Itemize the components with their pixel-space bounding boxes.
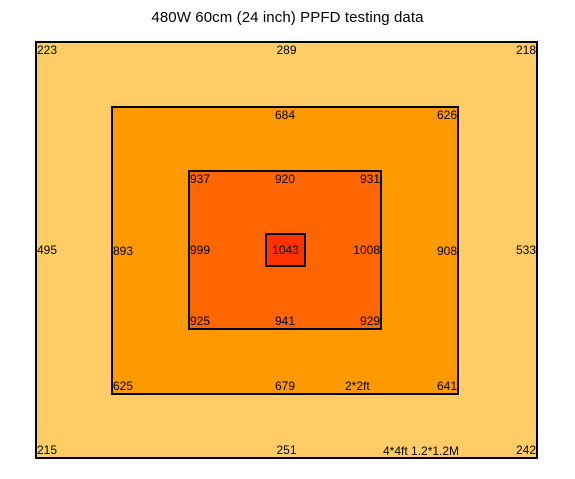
ppfd-reading: 218: [515, 43, 536, 57]
chart-title: 480W 60cm (24 inch) PPFD testing data: [151, 9, 424, 26]
ppfd-reading: 223: [37, 43, 58, 57]
ppfd-reading: 999: [190, 243, 211, 257]
ppfd-reading: 937: [190, 172, 211, 186]
ppfd-reading: 495: [37, 243, 58, 257]
ppfd-reading: 215: [37, 443, 58, 457]
ppfd-reading: 626: [436, 108, 457, 122]
ppfd-reading: 684: [274, 108, 296, 122]
ppfd-reading: 941: [274, 314, 296, 328]
ppfd-reading: 641: [436, 379, 457, 393]
zone-center: [265, 233, 306, 267]
ppfd-reading: 679: [274, 379, 296, 393]
ppfd-reading: 625: [113, 379, 134, 393]
ppfd-reading: 908: [436, 243, 457, 258]
zone-label-outer: 4*4ft 1.2*1.2M: [383, 444, 460, 458]
ppfd-reading: 289: [276, 43, 297, 57]
ppfd-reading: 1008: [353, 243, 380, 257]
ppfd-reading: 929: [359, 314, 380, 328]
zone-label-middle: 2*2ft: [345, 379, 370, 393]
ppfd-reading: 242: [515, 443, 536, 457]
ppfd-reading: 533: [515, 243, 536, 257]
ppfd-reading: 893: [113, 243, 134, 258]
ppfd-reading: 931: [359, 172, 380, 186]
ppfd-reading: 1043: [272, 243, 299, 257]
ppfd-reading: 925: [190, 314, 211, 328]
ppfd-reading: 251: [276, 443, 297, 457]
ppfd-reading: 920: [274, 172, 296, 186]
